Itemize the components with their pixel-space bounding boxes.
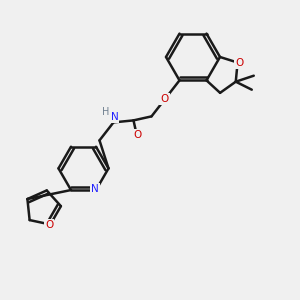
Text: O: O bbox=[160, 94, 169, 104]
Text: H: H bbox=[102, 107, 109, 117]
Text: O: O bbox=[45, 220, 53, 230]
Text: N: N bbox=[111, 112, 119, 122]
Text: N: N bbox=[91, 184, 99, 194]
Text: O: O bbox=[236, 58, 244, 68]
Text: O: O bbox=[134, 130, 142, 140]
